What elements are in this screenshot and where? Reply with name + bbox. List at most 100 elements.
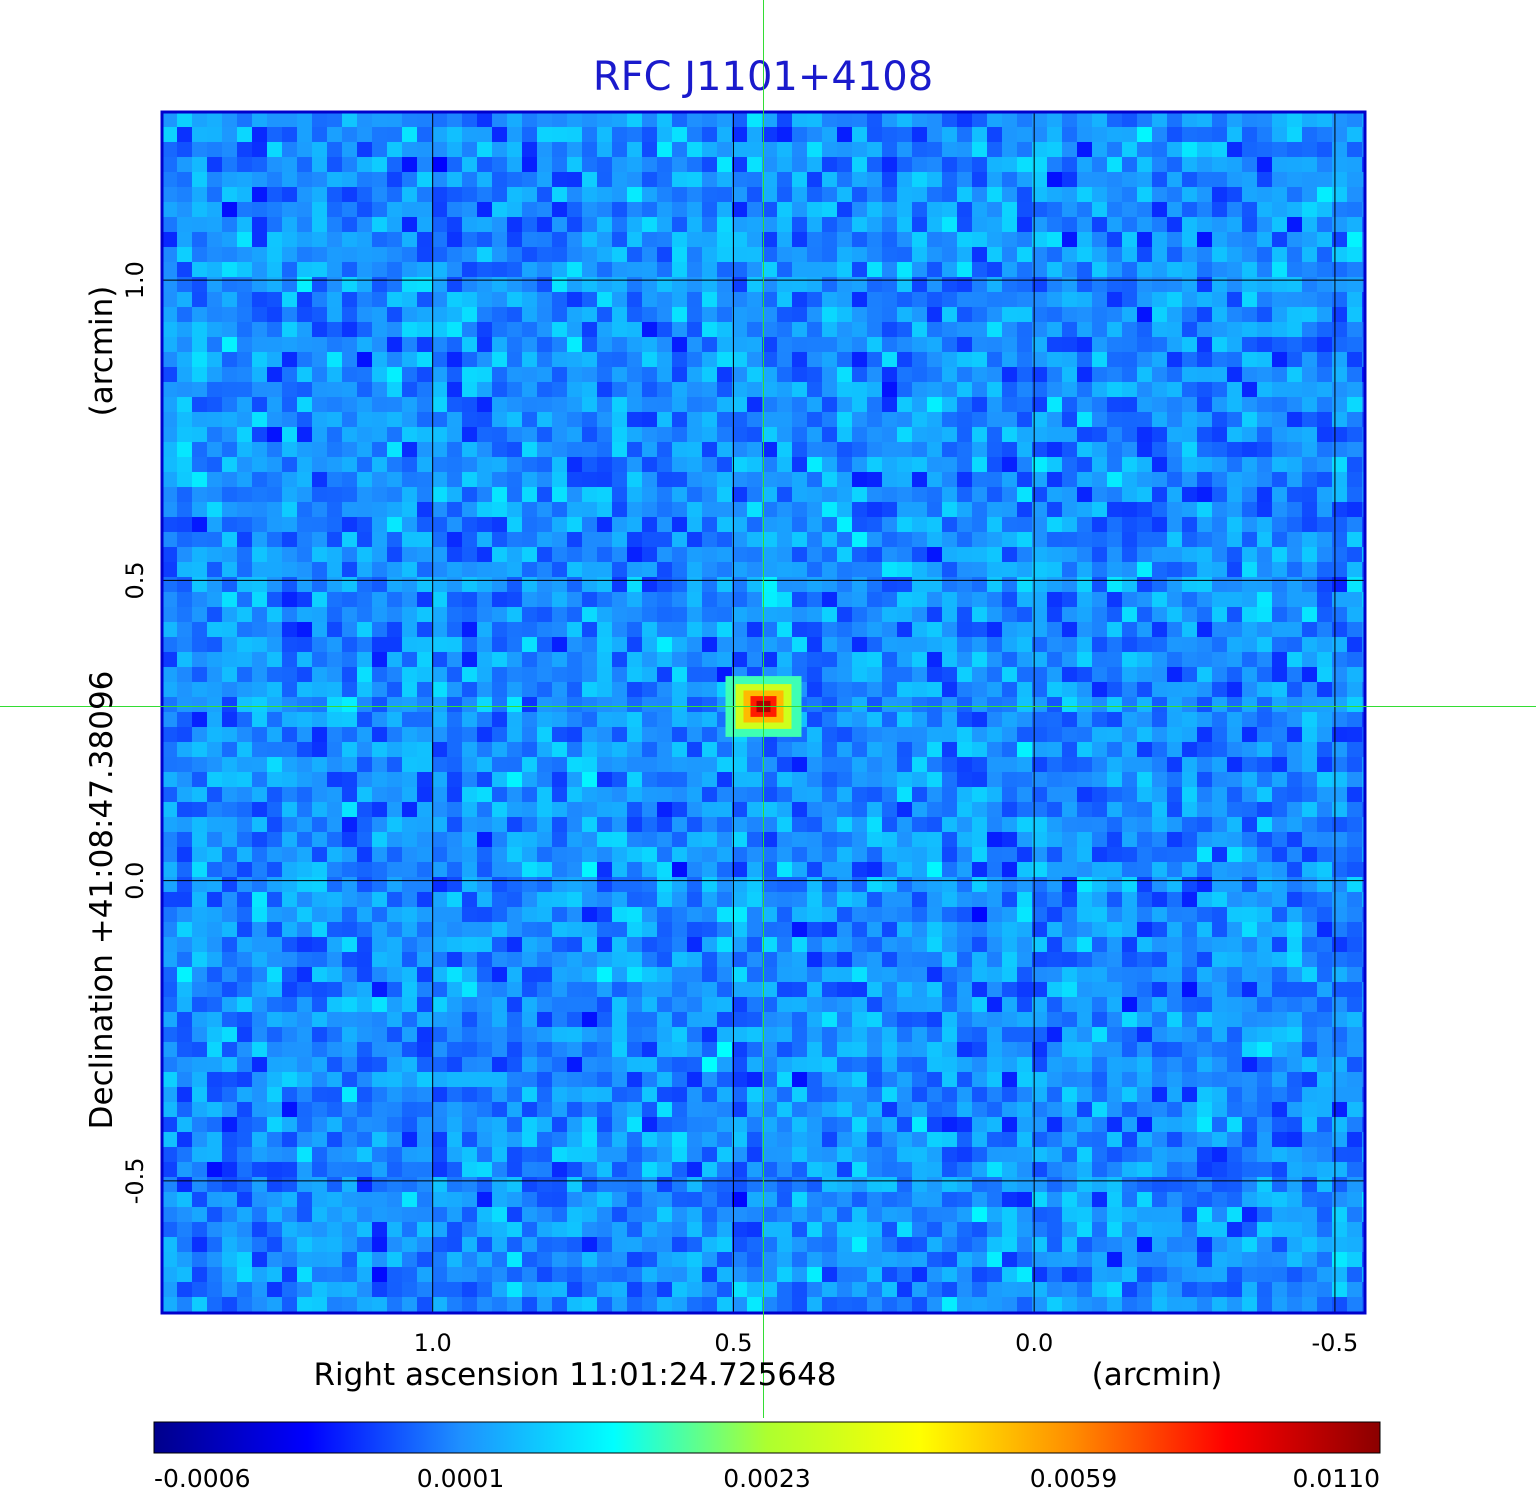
noise-pixel [252,832,268,848]
noise-pixel [852,697,868,713]
noise-pixel [1197,682,1213,698]
noise-pixel [1242,802,1258,818]
noise-pixel [207,532,223,548]
noise-pixel [1152,202,1168,218]
noise-pixel [1047,832,1063,848]
noise-pixel [192,652,208,668]
noise-pixel [1152,847,1168,863]
noise-pixel [807,727,823,743]
noise-pixel [912,487,928,503]
noise-pixel [447,937,463,953]
noise-pixel [207,742,223,758]
noise-pixel [597,832,613,848]
noise-pixel [462,232,478,248]
noise-pixel [417,577,433,593]
noise-pixel [1152,232,1168,248]
noise-pixel [1017,772,1033,788]
noise-pixel [492,757,508,773]
noise-pixel [312,337,328,353]
noise-pixel [1152,472,1168,488]
noise-pixel [702,787,718,803]
noise-pixel [1092,292,1108,308]
noise-pixel [1272,817,1288,833]
noise-pixel [432,952,448,968]
noise-pixel [567,262,583,278]
noise-pixel [477,352,493,368]
noise-pixel [1317,622,1333,638]
noise-pixel [1122,202,1138,218]
noise-pixel [342,652,358,668]
noise-pixel [582,292,598,308]
noise-pixel [1287,382,1303,398]
noise-pixel [762,157,778,173]
noise-pixel [282,652,298,668]
noise-pixel [942,637,958,653]
noise-pixel [237,592,253,608]
noise-pixel [537,187,553,203]
noise-pixel [417,472,433,488]
noise-pixel [1062,952,1078,968]
noise-pixel [732,457,748,473]
noise-pixel [612,172,628,188]
noise-pixel [657,682,673,698]
noise-pixel [732,922,748,938]
noise-pixel [387,802,403,818]
noise-pixel [1257,802,1273,818]
noise-pixel [852,562,868,578]
noise-pixel [987,592,1003,608]
noise-pixel [1227,487,1243,503]
noise-pixel [957,427,973,443]
noise-pixel [1017,997,1033,1013]
noise-pixel [207,1012,223,1028]
noise-pixel [1077,517,1093,533]
noise-pixel [1152,487,1168,503]
noise-pixel [897,667,913,683]
noise-pixel [627,337,643,353]
noise-pixel [207,832,223,848]
noise-pixel [582,247,598,263]
noise-pixel [957,577,973,593]
noise-pixel [477,832,493,848]
noise-pixel [942,892,958,908]
noise-pixel [687,472,703,488]
noise-pixel [1002,412,1018,428]
noise-pixel [612,592,628,608]
noise-pixel [612,112,628,128]
noise-pixel [1332,322,1348,338]
noise-pixel [1272,742,1288,758]
noise-pixel [552,892,568,908]
noise-pixel [312,682,328,698]
noise-pixel [1302,622,1318,638]
noise-pixel [1257,247,1273,263]
noise-pixel [1317,712,1333,728]
noise-pixel [837,187,853,203]
noise-pixel [1167,202,1183,218]
noise-pixel [1197,472,1213,488]
noise-pixel [312,157,328,173]
noise-pixel [1107,337,1123,353]
noise-pixel [1137,787,1153,803]
noise-pixel [327,397,343,413]
noise-pixel [1002,592,1018,608]
noise-pixel [1197,397,1213,413]
noise-pixel [447,907,463,923]
noise-pixel [492,247,508,263]
noise-pixel [1032,427,1048,443]
noise-pixel [477,232,493,248]
noise-pixel [162,187,178,203]
noise-pixel [552,232,568,248]
noise-pixel [1197,937,1213,953]
noise-pixel [762,997,778,1013]
noise-pixel [492,997,508,1013]
noise-pixel [717,352,733,368]
noise-pixel [672,142,688,158]
noise-pixel [342,157,358,173]
noise-pixel [507,787,523,803]
noise-pixel [972,637,988,653]
noise-pixel [582,787,598,803]
noise-pixel [1077,547,1093,563]
noise-pixel [972,862,988,878]
noise-pixel [987,667,1003,683]
noise-pixel [1032,367,1048,383]
noise-pixel [1107,397,1123,413]
